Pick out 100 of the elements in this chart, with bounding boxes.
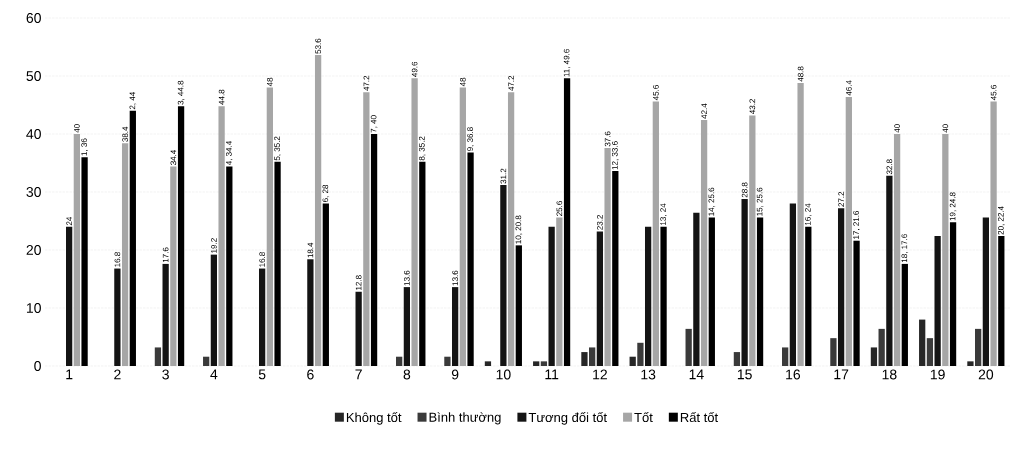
bar bbox=[259, 268, 266, 366]
bar bbox=[581, 352, 588, 366]
data-label: 37.6 bbox=[604, 131, 611, 147]
data-label: 46.4 bbox=[846, 80, 852, 96]
bar bbox=[982, 217, 990, 366]
legend-label: Bình thường bbox=[429, 412, 501, 425]
bar bbox=[693, 212, 700, 366]
bar bbox=[596, 231, 604, 366]
x-tick-label: 11 bbox=[545, 369, 559, 380]
data-label: 14, 25.6 bbox=[708, 187, 716, 216]
data-label: 13.6 bbox=[404, 270, 410, 286]
data-label: 23.2 bbox=[597, 215, 603, 230]
data-label: 32.8 bbox=[886, 159, 893, 175]
data-label: 2, 44 bbox=[129, 92, 137, 110]
data-label: 18, 17.6 bbox=[901, 234, 909, 263]
data-label: 27.2 bbox=[838, 191, 844, 207]
data-label: 11, 49.6 bbox=[563, 49, 571, 77]
legend-label: Không tốt bbox=[346, 411, 402, 425]
y-tick-label: 20 bbox=[26, 245, 41, 255]
data-label: 13, 24 bbox=[660, 203, 667, 225]
legend-label: Tốt bbox=[634, 411, 653, 423]
data-label: 40 bbox=[894, 124, 900, 133]
data-label: 6, 28 bbox=[322, 184, 330, 202]
data-label: 43.2 bbox=[749, 99, 756, 115]
bar bbox=[660, 226, 667, 366]
bar bbox=[210, 254, 218, 366]
bar bbox=[274, 161, 281, 366]
data-label: 13.6 bbox=[452, 270, 458, 286]
data-label: 31.2 bbox=[500, 168, 507, 184]
bar bbox=[853, 240, 860, 366]
bar bbox=[870, 347, 878, 366]
bar bbox=[307, 259, 314, 366]
bar bbox=[355, 291, 362, 366]
bar bbox=[805, 226, 812, 366]
bar bbox=[533, 361, 540, 366]
bar bbox=[741, 198, 748, 366]
bar bbox=[484, 361, 492, 366]
bar bbox=[934, 236, 941, 366]
bar bbox=[322, 203, 329, 366]
bar bbox=[708, 217, 715, 366]
bar bbox=[452, 287, 459, 366]
data-label: 3, 44.8 bbox=[177, 80, 185, 105]
bar bbox=[629, 356, 636, 366]
data-label: 34.4 bbox=[170, 149, 177, 165]
x-tick-label: 1 bbox=[66, 369, 73, 380]
data-label: 10, 20.8 bbox=[515, 215, 523, 244]
bar bbox=[967, 361, 974, 366]
y-tick-label: 40 bbox=[26, 129, 41, 139]
bar bbox=[444, 356, 451, 366]
data-label: 7, 40 bbox=[370, 115, 378, 133]
bar bbox=[926, 338, 934, 366]
x-tick-label: 15 bbox=[737, 369, 752, 380]
x-tick-label: 19 bbox=[930, 369, 945, 380]
data-label: 47.2 bbox=[508, 75, 514, 91]
x-tick-label: 8 bbox=[403, 369, 411, 380]
y-tick-label: 60 bbox=[26, 13, 41, 23]
bar bbox=[370, 134, 378, 366]
x-tick-label: 12 bbox=[593, 369, 607, 380]
data-label: 12, 33.6 bbox=[612, 141, 619, 170]
data-label: 45.6 bbox=[990, 85, 997, 101]
data-label: 1, 36 bbox=[81, 138, 88, 156]
data-label: 40 bbox=[74, 124, 80, 133]
x-tick-label: 5 bbox=[258, 369, 266, 380]
data-label: 16.8 bbox=[114, 252, 121, 267]
bar bbox=[500, 185, 507, 366]
x-tick-label: 4 bbox=[210, 369, 218, 380]
bar bbox=[637, 342, 644, 366]
data-label: 47.2 bbox=[363, 75, 370, 91]
bar bbox=[548, 226, 555, 366]
bar bbox=[81, 157, 88, 366]
bar bbox=[154, 347, 162, 366]
x-tick-label: 10 bbox=[496, 369, 511, 380]
bar bbox=[396, 356, 403, 366]
x-tick-label: 7 bbox=[355, 369, 362, 380]
x-tick-label: 20 bbox=[978, 369, 994, 380]
bar bbox=[563, 78, 571, 366]
data-label: 17.6 bbox=[162, 247, 169, 263]
data-label: 40 bbox=[942, 124, 949, 133]
data-label: 49.6 bbox=[411, 61, 418, 77]
y-tick-label: 10 bbox=[26, 303, 41, 313]
data-label: 38.4 bbox=[122, 126, 128, 142]
bar bbox=[177, 106, 185, 366]
data-label: 25.6 bbox=[556, 201, 563, 216]
bar bbox=[129, 110, 136, 366]
bar bbox=[975, 328, 982, 366]
bar bbox=[878, 328, 885, 366]
data-label: 8, 35.2 bbox=[419, 136, 426, 161]
data-label: 4, 34.4 bbox=[226, 141, 233, 166]
data-label: 18.4 bbox=[307, 242, 314, 258]
data-label: 20, 22.4 bbox=[998, 206, 1005, 235]
data-label: 15, 25.6 bbox=[756, 187, 764, 216]
data-label: 28.8 bbox=[741, 182, 748, 198]
legend-label: Rất tốt bbox=[680, 411, 719, 423]
bar bbox=[467, 152, 474, 366]
data-label: 53.6 bbox=[315, 38, 321, 54]
bar bbox=[949, 222, 957, 366]
bar bbox=[589, 347, 596, 366]
bar bbox=[114, 268, 121, 366]
bar bbox=[203, 356, 210, 366]
bar bbox=[789, 203, 797, 366]
